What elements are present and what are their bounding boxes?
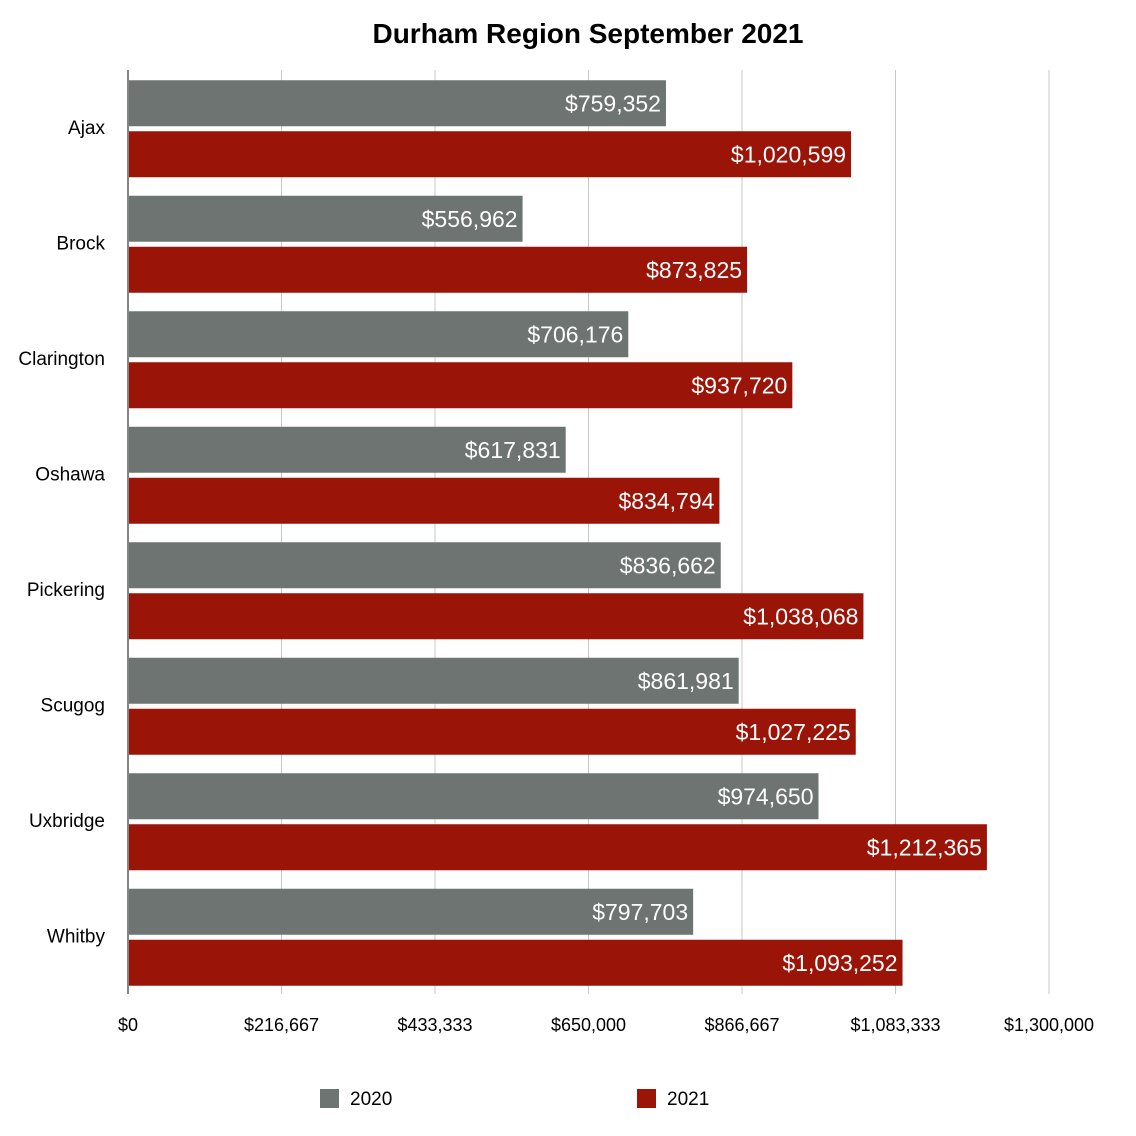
chart-title: Durham Region September 2021 [372,18,803,49]
legend-swatch-2020 [320,1089,339,1108]
legend: 2020 2021 [320,1089,709,1110]
category-label: Pickering [27,580,105,601]
category-label: Uxbridge [29,811,105,832]
bar-2021-uxbridge [129,824,987,871]
data-label: $873,825 [646,257,742,283]
bar-2021-pickering [129,593,864,640]
data-label: $1,027,225 [736,719,851,745]
bar-2020-clarington [129,311,629,358]
data-label: $759,352 [565,90,661,116]
bar-2021-clarington [129,362,793,409]
bar-2021-scugog [129,708,856,755]
data-label: $1,093,252 [782,950,897,976]
bar-2020-brock [129,195,523,242]
bar-2020-ajax [129,80,666,127]
category-label: Whitby [47,926,106,947]
legend-swatch-2021 [637,1089,656,1108]
bar-2020-whitby [129,888,694,935]
category-label: Scugog [41,695,105,716]
bar-2020-uxbridge [129,773,819,820]
x-tick-label: $433,333 [397,1015,472,1035]
data-label: $797,703 [592,899,688,925]
bar-2021-ajax [129,131,852,178]
data-label: $1,020,599 [731,141,846,167]
data-label: $556,962 [422,206,518,232]
data-label: $1,038,068 [743,603,858,629]
legend-label-2020: 2020 [350,1089,392,1110]
data-label: $617,831 [465,437,561,463]
data-label: $834,794 [618,488,714,514]
category-labels: Ajax Brock Clarington Oshawa Pickering Scugog… [18,118,105,948]
data-label: $937,720 [691,372,787,398]
x-tick-label: $866,667 [704,1015,779,1035]
bar-2020-oshawa [129,426,566,473]
x-tick-label: $650,000 [551,1015,626,1035]
category-label: Ajax [68,118,105,139]
x-tick-label: $1,300,000 [1004,1015,1094,1035]
data-label: $836,662 [620,552,716,578]
bars: $759,352 $1,020,599 $556,962 $873,825 $706,1… [129,80,987,986]
data-label: $974,650 [718,783,814,809]
x-tick-label: $0 [118,1015,138,1035]
bar-2020-pickering [129,542,721,589]
data-label: $706,176 [527,321,623,347]
x-tick-label: $1,083,333 [850,1015,940,1035]
bar-2021-oshawa [129,477,720,524]
data-label: $861,981 [638,668,734,694]
category-label: Clarington [18,349,105,370]
category-label: Oshawa [35,464,105,485]
bar-2021-whitby [129,939,903,986]
legend-label-2021: 2021 [667,1089,709,1110]
bar-2021-brock [129,246,748,293]
x-axis-tick-labels: $0 $216,667 $433,333 $650,000 $866,667 $1,083… [118,1015,1094,1035]
bar-2020-scugog [129,657,739,704]
data-label: $1,212,365 [867,834,982,860]
x-tick-label: $216,667 [244,1015,319,1035]
category-label: Brock [56,233,105,254]
